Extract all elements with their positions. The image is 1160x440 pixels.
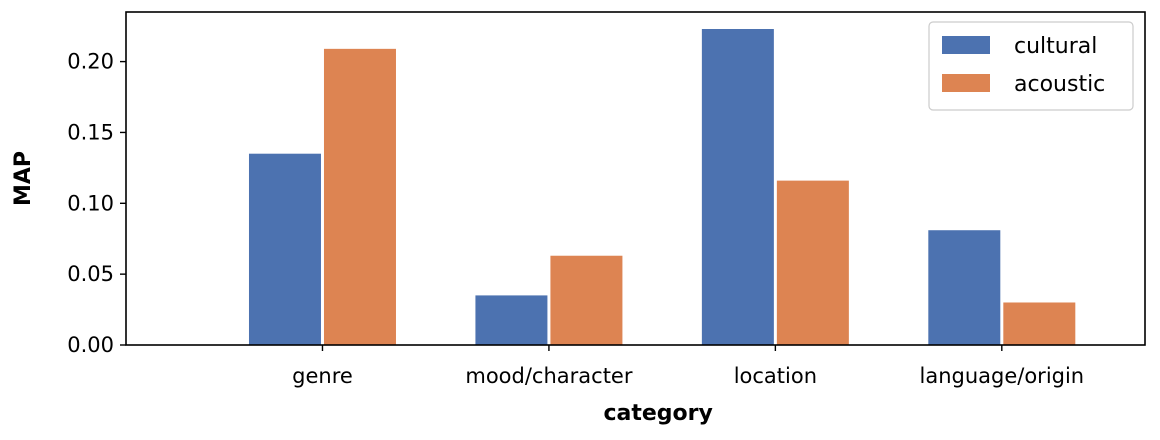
bar-acoustic-language-origin bbox=[1003, 302, 1076, 345]
plot-frame bbox=[125, 11, 1146, 346]
legend-label-acoustic: acoustic bbox=[1014, 72, 1105, 97]
bar-cultural-location bbox=[701, 29, 774, 346]
x-tick-label: mood/character bbox=[465, 364, 632, 388]
x-tick-label: location bbox=[734, 364, 817, 388]
y-tick-label: 0.00 bbox=[67, 333, 114, 357]
bar-cultural-language-origin bbox=[928, 230, 1001, 345]
bar-cultural-genre bbox=[248, 153, 321, 345]
x-tick-label: genre bbox=[292, 364, 353, 388]
y-tick-label: 0.15 bbox=[67, 120, 114, 144]
bar-cultural-mood-character bbox=[475, 295, 548, 345]
y-tick-label: 0.05 bbox=[67, 262, 114, 286]
bar-acoustic-mood-character bbox=[550, 255, 623, 345]
bar-acoustic-location bbox=[776, 180, 849, 345]
legend-swatch-cultural bbox=[942, 36, 990, 54]
x-tick-label: language/origin bbox=[919, 364, 1084, 388]
legend-label-cultural: cultural bbox=[1014, 34, 1097, 59]
y-tick-label: 0.20 bbox=[67, 50, 114, 74]
legend: cultural acoustic bbox=[928, 21, 1134, 111]
y-axis-title: MAP bbox=[11, 151, 36, 206]
legend-swatch-acoustic bbox=[942, 74, 990, 92]
x-axis-title: category bbox=[603, 401, 712, 426]
bars-group bbox=[248, 29, 1076, 346]
x-axis: genre mood/character location language/orig… bbox=[292, 345, 1084, 388]
bar-acoustic-genre bbox=[323, 48, 396, 345]
y-tick-label: 0.10 bbox=[67, 191, 114, 215]
y-axis: 0.00 0.05 0.10 0.15 0.20 bbox=[67, 50, 126, 357]
